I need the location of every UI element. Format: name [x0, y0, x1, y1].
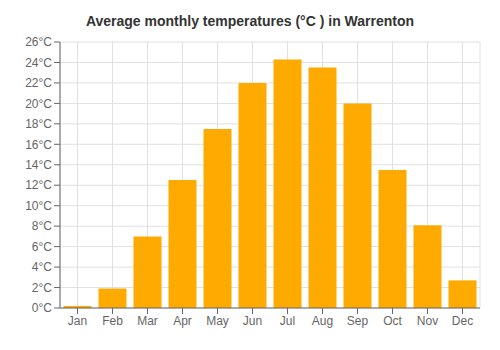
svg-text:14°C: 14°C	[25, 158, 52, 172]
svg-text:6°C: 6°C	[32, 240, 52, 254]
svg-text:Sep: Sep	[347, 314, 369, 328]
svg-text:Aug: Aug	[312, 314, 333, 328]
svg-text:2°C: 2°C	[32, 281, 52, 295]
svg-text:Jun: Jun	[243, 314, 262, 328]
svg-text:18°C: 18°C	[25, 117, 52, 131]
svg-text:Dec: Dec	[452, 314, 473, 328]
svg-text:10°C: 10°C	[25, 199, 52, 213]
svg-text:4°C: 4°C	[32, 260, 52, 274]
svg-text:22°C: 22°C	[25, 76, 52, 90]
svg-text:0°C: 0°C	[32, 301, 52, 315]
svg-text:Nov: Nov	[417, 314, 438, 328]
svg-text:Oct: Oct	[383, 314, 402, 328]
svg-text:24°C: 24°C	[25, 56, 52, 70]
svg-text:Jul: Jul	[280, 314, 295, 328]
svg-text:20°C: 20°C	[25, 97, 52, 111]
svg-text:12°C: 12°C	[25, 178, 52, 192]
svg-text:Jan: Jan	[68, 314, 87, 328]
svg-text:Apr: Apr	[173, 314, 192, 328]
svg-text:26°C: 26°C	[25, 35, 52, 49]
html-text:Average monthly temperatures (: Average monthly temperatures (°C ) in Wa…	[85, 13, 415, 29]
svg-text:Feb: Feb	[102, 314, 123, 328]
svg-text:Mar: Mar	[137, 314, 158, 328]
svg-text:8°C: 8°C	[32, 219, 52, 233]
svg-text:16°C: 16°C	[25, 138, 52, 152]
svg-text:May: May	[206, 314, 229, 328]
